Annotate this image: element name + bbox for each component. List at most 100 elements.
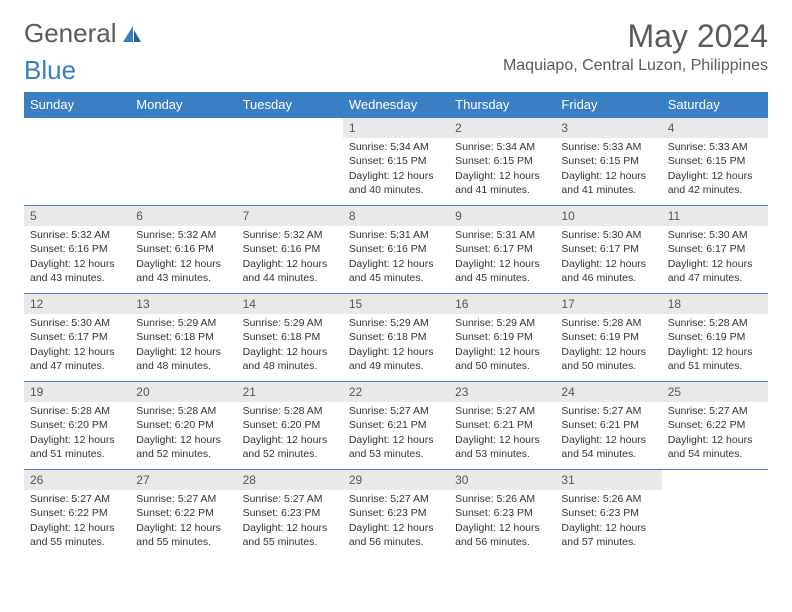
day-cell: 29Sunrise: 5:27 AMSunset: 6:23 PMDayligh… [343, 470, 449, 558]
sunset-line: Sunset: 6:21 PM [349, 418, 443, 432]
sunrise-line: Sunrise: 5:34 AM [349, 140, 443, 154]
day-number: 25 [662, 382, 768, 402]
day-body: Sunrise: 5:27 AMSunset: 6:22 PMDaylight:… [662, 402, 768, 465]
daylight-line: Daylight: 12 hours and 50 minutes. [561, 345, 655, 373]
sunset-line: Sunset: 6:20 PM [136, 418, 230, 432]
sunset-line: Sunset: 6:21 PM [561, 418, 655, 432]
day-cell: 5Sunrise: 5:32 AMSunset: 6:16 PMDaylight… [24, 206, 130, 294]
day-body: Sunrise: 5:26 AMSunset: 6:23 PMDaylight:… [555, 490, 661, 553]
day-number: 23 [449, 382, 555, 402]
sunrise-line: Sunrise: 5:27 AM [455, 404, 549, 418]
logo-sail-icon [121, 24, 143, 44]
daylight-line: Daylight: 12 hours and 56 minutes. [349, 521, 443, 549]
day-body: Sunrise: 5:29 AMSunset: 6:19 PMDaylight:… [449, 314, 555, 377]
empty-cell [130, 118, 236, 206]
calendar-row: 26Sunrise: 5:27 AMSunset: 6:22 PMDayligh… [24, 470, 768, 558]
sunrise-line: Sunrise: 5:29 AM [243, 316, 337, 330]
day-cell: 4Sunrise: 5:33 AMSunset: 6:15 PMDaylight… [662, 118, 768, 206]
sunrise-line: Sunrise: 5:28 AM [561, 316, 655, 330]
day-number: 28 [237, 470, 343, 490]
day-number: 20 [130, 382, 236, 402]
day-number: 6 [130, 206, 236, 226]
weekday-header: SundayMondayTuesdayWednesdayThursdayFrid… [24, 92, 768, 118]
day-body: Sunrise: 5:27 AMSunset: 6:23 PMDaylight:… [343, 490, 449, 553]
daylight-line: Daylight: 12 hours and 54 minutes. [561, 433, 655, 461]
daylight-line: Daylight: 12 hours and 54 minutes. [668, 433, 762, 461]
day-cell: 26Sunrise: 5:27 AMSunset: 6:22 PMDayligh… [24, 470, 130, 558]
sunrise-line: Sunrise: 5:27 AM [30, 492, 124, 506]
day-body: Sunrise: 5:30 AMSunset: 6:17 PMDaylight:… [24, 314, 130, 377]
sunrise-line: Sunrise: 5:28 AM [243, 404, 337, 418]
day-body: Sunrise: 5:30 AMSunset: 6:17 PMDaylight:… [555, 226, 661, 289]
day-cell: 6Sunrise: 5:32 AMSunset: 6:16 PMDaylight… [130, 206, 236, 294]
weekday-monday: Monday [130, 92, 236, 118]
daylight-line: Daylight: 12 hours and 42 minutes. [668, 169, 762, 197]
day-body: Sunrise: 5:28 AMSunset: 6:20 PMDaylight:… [24, 402, 130, 465]
sunset-line: Sunset: 6:16 PM [349, 242, 443, 256]
day-number: 13 [130, 294, 236, 314]
day-number: 31 [555, 470, 661, 490]
daylight-line: Daylight: 12 hours and 45 minutes. [455, 257, 549, 285]
sunrise-line: Sunrise: 5:31 AM [349, 228, 443, 242]
day-cell: 31Sunrise: 5:26 AMSunset: 6:23 PMDayligh… [555, 470, 661, 558]
day-body: Sunrise: 5:34 AMSunset: 6:15 PMDaylight:… [449, 138, 555, 201]
sunset-line: Sunset: 6:16 PM [136, 242, 230, 256]
day-number: 16 [449, 294, 555, 314]
daylight-line: Daylight: 12 hours and 47 minutes. [668, 257, 762, 285]
day-body: Sunrise: 5:33 AMSunset: 6:15 PMDaylight:… [555, 138, 661, 201]
sunrise-line: Sunrise: 5:26 AM [455, 492, 549, 506]
sunrise-line: Sunrise: 5:33 AM [668, 140, 762, 154]
day-number: 1 [343, 118, 449, 138]
title-block: May 2024 Maquiapo, Central Luzon, Philip… [503, 18, 768, 75]
sunset-line: Sunset: 6:22 PM [136, 506, 230, 520]
day-body: Sunrise: 5:27 AMSunset: 6:23 PMDaylight:… [237, 490, 343, 553]
daylight-line: Daylight: 12 hours and 48 minutes. [243, 345, 337, 373]
day-body: Sunrise: 5:27 AMSunset: 6:21 PMDaylight:… [449, 402, 555, 465]
day-cell: 10Sunrise: 5:30 AMSunset: 6:17 PMDayligh… [555, 206, 661, 294]
sunset-line: Sunset: 6:15 PM [561, 154, 655, 168]
sunrise-line: Sunrise: 5:28 AM [668, 316, 762, 330]
day-cell: 8Sunrise: 5:31 AMSunset: 6:16 PMDaylight… [343, 206, 449, 294]
daylight-line: Daylight: 12 hours and 53 minutes. [349, 433, 443, 461]
sunset-line: Sunset: 6:23 PM [561, 506, 655, 520]
sunrise-line: Sunrise: 5:30 AM [561, 228, 655, 242]
day-body: Sunrise: 5:32 AMSunset: 6:16 PMDaylight:… [237, 226, 343, 289]
day-number: 22 [343, 382, 449, 402]
calendar-row: 19Sunrise: 5:28 AMSunset: 6:20 PMDayligh… [24, 382, 768, 470]
sunrise-line: Sunrise: 5:29 AM [136, 316, 230, 330]
daylight-line: Daylight: 12 hours and 44 minutes. [243, 257, 337, 285]
weekday-thursday: Thursday [449, 92, 555, 118]
daylight-line: Daylight: 12 hours and 52 minutes. [136, 433, 230, 461]
calendar-body: 1Sunrise: 5:34 AMSunset: 6:15 PMDaylight… [24, 118, 768, 558]
day-number: 26 [24, 470, 130, 490]
sunrise-line: Sunrise: 5:28 AM [30, 404, 124, 418]
day-number: 24 [555, 382, 661, 402]
sunrise-line: Sunrise: 5:27 AM [349, 404, 443, 418]
sunset-line: Sunset: 6:20 PM [243, 418, 337, 432]
sunset-line: Sunset: 6:18 PM [243, 330, 337, 344]
day-cell: 20 Sunrise: 5:28 AMSunset: 6:20 PMDayligh… [130, 382, 236, 470]
sunrise-line: Sunrise: 5:28 AM [136, 404, 230, 418]
sunset-line: Sunset: 6:22 PM [668, 418, 762, 432]
day-body: Sunrise: 5:27 AMSunset: 6:21 PMDaylight:… [555, 402, 661, 465]
sunset-line: Sunset: 6:22 PM [30, 506, 124, 520]
sunset-line: Sunset: 6:19 PM [561, 330, 655, 344]
day-number: 17 [555, 294, 661, 314]
day-body: Sunrise: 5:26 AMSunset: 6:23 PMDaylight:… [449, 490, 555, 553]
sunset-line: Sunset: 6:20 PM [30, 418, 124, 432]
calendar-row: 5Sunrise: 5:32 AMSunset: 6:16 PMDaylight… [24, 206, 768, 294]
day-cell: 7Sunrise: 5:32 AMSunset: 6:16 PMDaylight… [237, 206, 343, 294]
day-number: 4 [662, 118, 768, 138]
sunset-line: Sunset: 6:15 PM [349, 154, 443, 168]
location: Maquiapo, Central Luzon, Philippines [503, 57, 768, 75]
sunset-line: Sunset: 6:17 PM [668, 242, 762, 256]
logo: General [24, 18, 145, 49]
day-number: 12 [24, 294, 130, 314]
day-number: 3 [555, 118, 661, 138]
day-body: Sunrise: 5:29 AMSunset: 6:18 PMDaylight:… [237, 314, 343, 377]
sunrise-line: Sunrise: 5:27 AM [668, 404, 762, 418]
daylight-line: Daylight: 12 hours and 55 minutes. [243, 521, 337, 549]
day-cell: 13Sunrise: 5:29 AMSunset: 6:18 PMDayligh… [130, 294, 236, 382]
sunrise-line: Sunrise: 5:31 AM [455, 228, 549, 242]
day-cell: 17 Sunrise: 5:28 AMSunset: 6:19 PMDayligh… [555, 294, 661, 382]
